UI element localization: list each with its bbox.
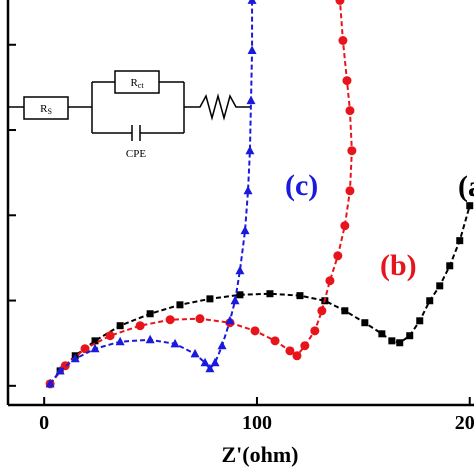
circle-marker — [80, 344, 90, 354]
triangle-marker — [235, 265, 245, 275]
circle-marker — [105, 331, 115, 341]
square-marker — [146, 310, 154, 318]
square-marker — [406, 332, 414, 340]
circle-marker — [338, 36, 348, 45]
triangle-marker — [115, 336, 125, 346]
plot-area — [45, 0, 474, 389]
square-marker — [466, 202, 474, 210]
circle-marker — [250, 326, 260, 336]
square-marker — [116, 322, 124, 330]
triangle-marker — [200, 357, 210, 367]
triangle-marker — [245, 145, 255, 155]
circle-marker — [292, 351, 302, 361]
series-label: (a — [458, 170, 474, 203]
rct-sub: ct — [138, 81, 145, 90]
triangle-marker — [225, 315, 235, 325]
triangle-marker — [217, 340, 227, 350]
square-marker — [426, 297, 434, 305]
triangle-marker — [205, 363, 215, 373]
circle-marker — [310, 326, 320, 336]
circle-marker — [317, 306, 327, 316]
triangle-marker — [210, 357, 220, 367]
triangle-marker — [240, 225, 250, 235]
circle-marker — [335, 0, 345, 5]
series-label: (b) — [380, 249, 417, 282]
square-marker — [446, 262, 454, 270]
circle-marker — [300, 341, 310, 351]
circle-marker — [325, 276, 335, 286]
triangle-marker — [246, 95, 256, 105]
triangle-marker — [170, 338, 180, 348]
triangle-marker — [70, 353, 80, 363]
series-label: (c) — [285, 169, 318, 202]
square-marker — [456, 237, 464, 245]
square-marker — [388, 337, 396, 345]
triangle-marker — [145, 334, 155, 344]
series-line — [49, 205, 471, 385]
series-line — [49, 0, 254, 385]
circle-marker — [345, 106, 355, 116]
triangle-marker — [247, 45, 257, 55]
rs-main: R — [40, 103, 48, 115]
circle-marker — [195, 314, 205, 324]
square-marker — [236, 291, 244, 299]
circle-marker — [347, 146, 357, 156]
triangle-marker — [55, 365, 65, 375]
square-marker — [266, 290, 274, 298]
square-marker — [436, 282, 444, 290]
triangle-marker — [247, 0, 257, 4]
square-marker — [361, 319, 369, 327]
circle-marker — [345, 186, 355, 196]
triangle-marker — [45, 378, 55, 388]
square-marker — [396, 339, 404, 347]
square-marker — [341, 307, 349, 315]
square-marker — [91, 337, 99, 345]
cpe-label: CPE — [126, 148, 146, 160]
square-marker — [416, 317, 424, 325]
square-marker — [206, 295, 214, 303]
circle-marker — [270, 336, 280, 346]
circle-marker — [165, 315, 175, 325]
rct-main: R — [130, 77, 138, 89]
circle-marker — [340, 221, 350, 231]
series-line — [49, 0, 353, 385]
square-marker — [296, 292, 304, 300]
rct-label: Rct — [130, 77, 144, 90]
rs-label: RS — [40, 103, 52, 116]
circle-marker — [135, 321, 145, 331]
x-tick-label: 200 — [455, 412, 474, 434]
rs-sub: S — [47, 107, 51, 116]
circle-marker — [333, 251, 343, 261]
x-axis-title: Z'(ohm) — [222, 442, 299, 467]
circle-marker — [285, 346, 295, 356]
x-tick-label: 0 — [39, 412, 49, 434]
triangle-marker — [230, 295, 240, 305]
x-tick-label: 100 — [242, 412, 272, 434]
triangle-marker — [90, 343, 100, 353]
triangle-marker — [243, 185, 253, 195]
triangle-marker — [190, 348, 200, 358]
circuit-diagram — [8, 70, 250, 141]
circle-marker — [342, 76, 352, 86]
square-marker — [176, 301, 184, 309]
square-marker — [378, 330, 386, 338]
